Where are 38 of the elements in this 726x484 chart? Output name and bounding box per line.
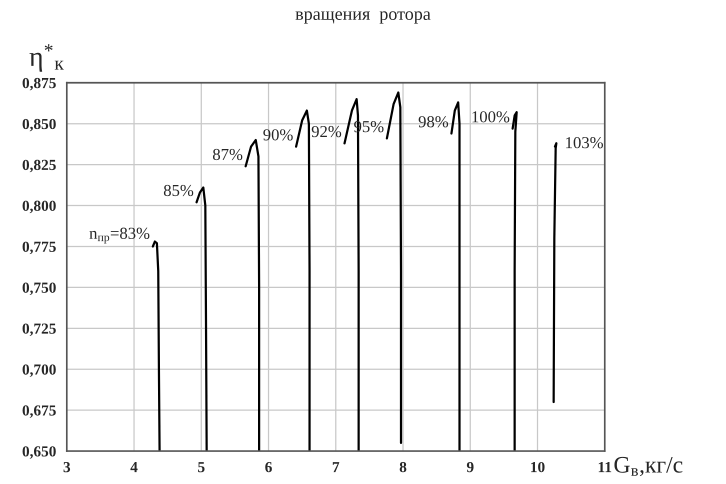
y-tick-label: 0,875	[22, 78, 56, 90]
x-tick-label: 6	[265, 462, 272, 472]
x-tick-label: 7	[332, 462, 340, 472]
x-tick-label: 3	[64, 462, 70, 472]
series-label: n$_{пр}$=83%	[89, 228, 150, 244]
series-label: 92%	[312, 126, 342, 138]
y-tick-label: 0,650	[22, 446, 56, 459]
line-series	[512, 111, 518, 452]
series-label: 103%	[566, 137, 603, 148]
text: вращения ротора	[295, 11, 431, 24]
x-tick-label: 9	[466, 462, 474, 472]
line-series	[386, 91, 402, 444]
line-series	[450, 101, 461, 452]
series-label: 85%	[164, 184, 194, 196]
y-tick-label: 0,825	[22, 160, 56, 172]
y-tick-label: 0,725	[22, 323, 56, 336]
series-label: 100%	[472, 111, 510, 122]
y-tick-label: 0,775	[22, 242, 56, 254]
y-tick-label: 0,850	[22, 118, 56, 132]
x-tick-label: 8	[400, 462, 406, 472]
x-tick-label: 5	[198, 462, 205, 472]
y-tick-label: 0,675	[22, 405, 56, 418]
y-tick-label: 0,800	[22, 200, 56, 214]
y-tick-label: 0,700	[22, 364, 56, 377]
series-label: 87%	[212, 148, 242, 160]
line-series	[195, 186, 208, 452]
x-axis-title: G$_{в}$,кг/с	[614, 456, 682, 476]
x-tick-label: 10	[531, 462, 545, 472]
y-axis-title: η$^{*}$$_{к}$	[29, 44, 64, 72]
line-series	[244, 138, 260, 452]
x-tick-label: 4	[130, 462, 138, 472]
line-series	[152, 240, 161, 452]
x-tick-label: 11	[598, 462, 612, 472]
series-label: 98%	[418, 116, 448, 128]
y-tick-label: 0,750	[22, 282, 56, 296]
series-label: 90%	[263, 129, 293, 140]
line-series	[294, 109, 311, 452]
line-series	[552, 142, 558, 404]
